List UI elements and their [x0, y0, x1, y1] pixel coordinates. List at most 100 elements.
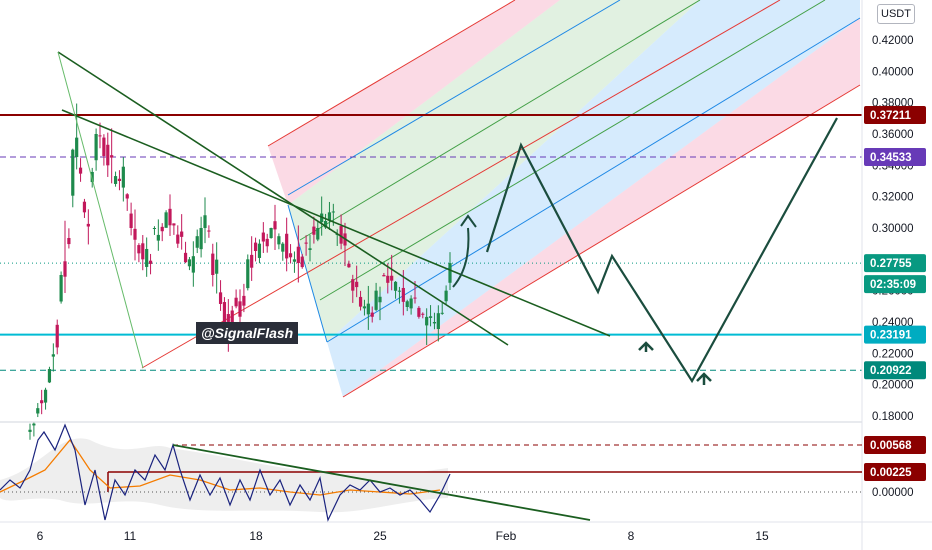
candle-body [82, 201, 87, 213]
candle-body [90, 171, 94, 183]
candle-body [265, 238, 269, 247]
indicator-trendline [172, 444, 591, 521]
candle-body [137, 245, 141, 254]
candle-body [176, 234, 180, 244]
indicator-badge-label: 0.00568 [870, 440, 912, 452]
candle-body [327, 212, 332, 221]
projection-path[interactable] [452, 117, 838, 385]
candle-body [28, 429, 32, 432]
time-tick-label: 25 [373, 529, 387, 543]
candle-body [59, 275, 63, 302]
indicator-band [0, 438, 448, 513]
candle-body [421, 313, 425, 315]
candle-body [98, 135, 102, 137]
price-badge: 0.37211 [864, 106, 926, 125]
trendline [57, 51, 509, 346]
pitchfork-line [319, 0, 826, 301]
candle-body [215, 259, 219, 274]
candle-body [323, 221, 328, 228]
pitchfork-line [287, 0, 621, 196]
candle-body [253, 242, 258, 252]
candle-body [397, 290, 402, 292]
candle-body [129, 213, 133, 228]
candle-body [436, 313, 440, 330]
price-tick-label: 0.18000 [872, 411, 914, 423]
candle-body [40, 400, 44, 404]
price-badge-label: 02:35:09 [870, 279, 916, 291]
indicator-pane[interactable] [0, 423, 862, 522]
candle-body [238, 301, 242, 317]
candle-body [156, 234, 160, 241]
currency-button[interactable]: USDT [877, 4, 915, 24]
candle-body [347, 263, 351, 268]
candle-body [36, 408, 40, 414]
candle-body [444, 290, 448, 302]
pitchfork-channel[interactable] [141, 0, 861, 398]
candle-body [362, 306, 367, 309]
price-tick-label: 0.30000 [872, 223, 914, 235]
candle-body [393, 281, 398, 291]
candle-body [370, 312, 374, 317]
time-tick-label: 8 [628, 529, 635, 543]
candle-body [374, 290, 378, 310]
candle-body [432, 322, 437, 324]
price-badge-bg [864, 361, 926, 380]
candle-body [382, 275, 386, 277]
candle-body [288, 253, 293, 258]
candle-body [106, 144, 110, 166]
watermark-label: @SignalFlash [196, 322, 299, 344]
candle-body [226, 314, 230, 322]
candle-body [316, 228, 320, 240]
candle-body [230, 310, 234, 331]
candle-body [366, 303, 370, 315]
pitchfork-fill-mid-green [288, 0, 700, 342]
price-badge-bg [864, 147, 926, 166]
candle-body [413, 297, 417, 299]
price-badge-label: 0.23191 [870, 330, 912, 342]
price-badge-label: 0.27755 [870, 258, 912, 270]
candle-body [117, 178, 122, 181]
candle-body [358, 296, 363, 307]
candle-body [211, 253, 215, 275]
pitchfork-fill-upper [268, 0, 560, 205]
price-tick-label: 0.40000 [872, 66, 914, 78]
up-arrow [638, 341, 654, 352]
pitchfork-line [299, 0, 701, 241]
time-tick-label: Feb [496, 529, 517, 543]
candle-body [47, 369, 52, 383]
indicator-badge: 0.00568 [864, 436, 926, 454]
price-badge: 0.34533 [864, 147, 926, 166]
candle-body [110, 155, 114, 158]
candle-body [218, 292, 223, 304]
candle-body [222, 302, 227, 322]
candle-body [405, 301, 409, 307]
candle-body [425, 316, 429, 326]
candle-body [63, 261, 67, 277]
pitchfork-line [326, 17, 861, 343]
time-tick-label: 11 [124, 529, 137, 543]
candle-body [187, 259, 192, 267]
candle-body [102, 137, 106, 156]
candle-body [331, 211, 335, 213]
candle-body [269, 228, 273, 238]
candle-body [86, 223, 90, 227]
candle-body [300, 256, 304, 268]
candle-body [355, 281, 359, 288]
pitchfork-fill-lower [343, 18, 860, 397]
candle-body [55, 324, 59, 348]
candle-body [312, 226, 316, 235]
candle-body [32, 423, 36, 426]
candle-body [199, 228, 203, 250]
trendlines[interactable] [57, 51, 611, 369]
candle-body [448, 263, 452, 283]
candle-body [277, 236, 281, 245]
time-tick-label: 6 [37, 529, 44, 543]
price-badge: 02:35:09 [864, 275, 926, 294]
indicator-badge-bg [864, 436, 926, 454]
candle-body [351, 279, 355, 291]
candle-body [304, 242, 308, 244]
time-axis[interactable]: 6 11 18 25 Feb 8 15 [37, 529, 769, 543]
candle-body [417, 307, 421, 317]
